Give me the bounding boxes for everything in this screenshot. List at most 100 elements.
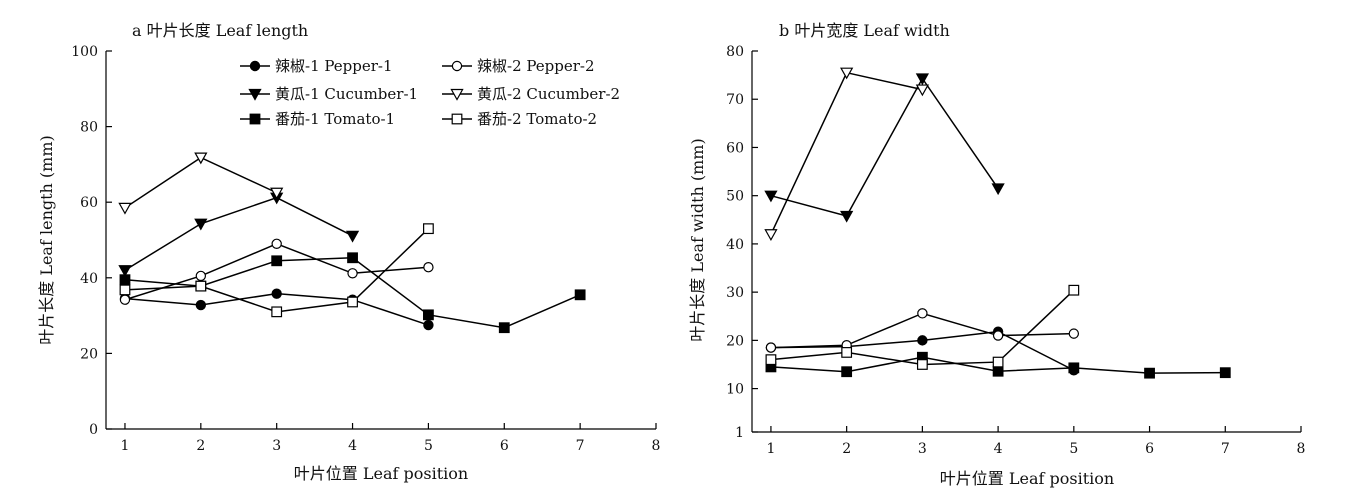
data-point [992,330,1004,341]
data-point [1144,367,1155,379]
data-point [840,67,854,80]
data-point [574,289,586,301]
legend-label: 番茄-1 Tomato-1 [275,110,395,128]
series-5 [119,252,586,334]
data-point [991,183,1005,196]
legend-label: 黄瓜-1 Cucumber-1 [275,85,418,103]
y-tick-label: 100 [71,44,98,60]
legend-label: 番茄-2 Tomato-2 [477,110,597,128]
data-point [841,347,853,358]
data-point [347,268,358,279]
data-point [119,274,131,286]
panel-b-leaf-width: b 叶片宽度 Leaf width 1 10 20 30 40 50 60 70 80 1 2 3 4 5 6… [688,21,1305,488]
legend-item: 黄瓜-2 Cucumber-2 [442,85,620,103]
data-point [917,308,928,319]
data-point [194,152,208,165]
data-point [347,296,358,308]
x-tick-label: 1 [121,438,130,454]
y-tick-label: 80 [80,120,98,136]
legend-marker [249,113,261,125]
y-tick-label: 10 [726,382,744,398]
data-point [1219,367,1231,379]
panel-a-leaf-length: a 叶片长度 Leaf length 0 20 40 60 80 100 1 2 3 4 5 6 7 8 叶片… [37,21,660,483]
legend-item: 番茄-1 Tomato-1 [240,110,395,128]
data-point [764,190,778,203]
data-point [992,365,1004,377]
y-tick-label: 1 [735,425,744,441]
x-tick-label: 2 [196,438,205,454]
x-tick-label: 6 [1145,441,1154,457]
x-tick-label: 8 [1297,441,1306,457]
data-point [915,84,930,97]
x-tick-label: 3 [918,441,927,457]
x-tick-label: 4 [994,441,1003,457]
legend-item: 黄瓜-1 Cucumber-1 [240,85,418,103]
chart-title: b 叶片宽度 Leaf width [779,21,950,40]
x-tick-label: 7 [1221,441,1230,457]
data-point [271,255,283,267]
x-tick-label: 7 [576,438,585,454]
data-point [118,265,132,277]
y-tick-label: 20 [80,346,98,362]
data-point [195,299,207,311]
y-tick-label: 50 [726,189,744,205]
data-point [765,354,777,366]
y-tick-label: 70 [726,92,744,108]
x-tick-label: 5 [1069,441,1078,457]
data-point [915,73,930,86]
series-4 [118,152,284,215]
data-point [119,284,131,296]
y-tick-label: 80 [726,44,744,60]
x-tick-label: 3 [272,438,281,454]
series-line [124,196,353,271]
legend-item: 辣椒-2 Pepper-2 [442,57,595,75]
data-point [841,366,853,378]
data-point [271,288,282,299]
y-tick-label: 40 [80,271,98,287]
legend-label: 辣椒-2 Pepper-2 [477,57,595,75]
data-point [1068,362,1080,374]
legend-marker [450,88,464,101]
series-line [124,156,278,209]
y-tick-label: 40 [726,237,744,253]
data-point [347,252,358,264]
y-axis-title: 叶片长度 Leaf length (mm) [37,135,56,345]
y-tick-label: 0 [89,422,98,438]
data-point [423,262,434,273]
series-4 [764,67,930,241]
data-point [1068,328,1080,339]
series-line [770,71,923,235]
data-point [271,306,283,318]
legend-marker [451,113,463,125]
x-axis-title: 叶片位置 Leaf position [940,469,1114,488]
series-line [770,77,999,217]
x-tick-label: 5 [424,438,433,454]
data-point [1068,284,1080,296]
data-point [498,322,510,334]
data-point [119,294,131,305]
series-3 [118,192,360,277]
legend-label: 辣椒-1 Pepper-1 [275,57,393,75]
data-point [195,270,207,282]
legend-item: 辣椒-1 Pepper-1 [240,57,393,75]
data-point [345,230,360,243]
legend: 辣椒-1 Pepper-1 辣椒-2 Pepper-2 黄瓜-1 Cucumber-… [240,57,620,128]
chart-title: a 叶片长度 Leaf length [132,21,308,40]
x-tick-label: 4 [348,438,357,454]
legend-item: 番茄-2 Tomato-2 [442,110,597,128]
legend-marker [451,60,463,72]
legend-label: 黄瓜-2 Cucumber-2 [477,85,620,103]
series-2 [765,308,1080,353]
x-tick-label: 8 [652,438,661,454]
data-point [840,210,854,223]
data-point [764,229,778,241]
y-tick-label: 30 [726,285,744,301]
y-tick-label: 20 [726,333,744,349]
data-point [423,223,434,235]
data-point [271,238,282,249]
data-point [195,280,207,292]
data-point [765,342,777,353]
series-6 [765,284,1080,370]
series-6 [119,223,434,318]
